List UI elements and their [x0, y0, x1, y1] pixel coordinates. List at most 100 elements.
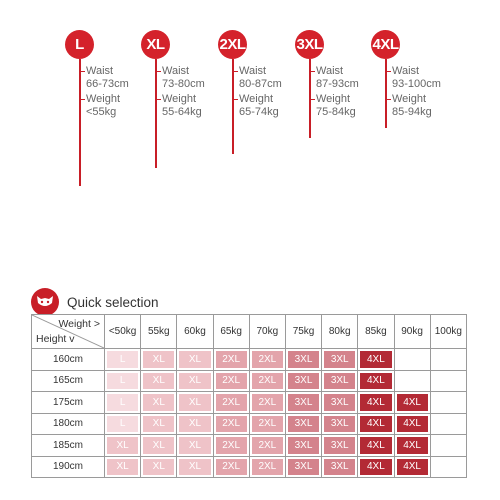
- quick-selection-table: Weight > Height v <50kg 55kg 60kg 65kg 7…: [31, 314, 468, 478]
- size-cell: XL: [140, 391, 178, 414]
- size-cell: 3XL: [284, 434, 323, 457]
- size-cell: 3XL: [284, 391, 323, 414]
- size-cell-label: 3XL: [287, 437, 320, 454]
- table-row: 180cm L XL XL 2XL 2XL 3XL 3XL 4XL 4XL: [31, 412, 468, 435]
- size-cell: L: [103, 348, 142, 371]
- size-cell-label: 2XL: [251, 458, 283, 475]
- cat-logo-icon: [31, 288, 59, 316]
- weight-header: 90kg: [393, 314, 431, 349]
- size-cell: [429, 369, 468, 392]
- size-cell-label: XL: [107, 437, 139, 454]
- size-cell: XL: [176, 348, 214, 371]
- weight-title: Weight: [86, 93, 121, 105]
- size-cell-label: XL: [179, 437, 211, 454]
- size-cell-label: 4XL: [360, 372, 392, 389]
- height-label: 180cm: [31, 412, 105, 435]
- waist-title: Waist: [239, 65, 267, 77]
- size-cell: 3XL: [321, 348, 359, 371]
- size-cell-label: 4XL: [396, 415, 428, 432]
- size-info: Waist 93-100cm Weight 85-94kg: [371, 65, 441, 118]
- size-cell-label: L: [107, 415, 139, 432]
- size-stem: [232, 59, 234, 154]
- size-cell: 3XL: [284, 412, 323, 435]
- size-cell: 2XL: [212, 455, 250, 478]
- size-cell: 2XL: [248, 369, 286, 392]
- size-cell-label: XL: [143, 372, 175, 389]
- size-cell: XL: [176, 412, 214, 435]
- size-cell: 4XL: [393, 455, 431, 478]
- size-cell: XL: [140, 455, 178, 478]
- size-cell: 3XL: [321, 412, 359, 435]
- size-cell: 3XL: [321, 434, 359, 457]
- size-cell: XL: [140, 369, 178, 392]
- size-info: Waist 73-80cm Weight 55-64kg: [141, 65, 205, 118]
- size-stem: [309, 59, 311, 138]
- size-cell: XL: [140, 412, 178, 435]
- weight-header: 85kg: [357, 314, 395, 349]
- height-label: 185cm: [31, 434, 105, 457]
- size-cell-label: 4XL: [360, 437, 392, 454]
- size-cell-label: 3XL: [324, 415, 356, 432]
- size-cell-label: 2XL: [215, 351, 247, 368]
- size-cell: 4XL: [357, 412, 395, 435]
- size-cell: [429, 412, 468, 435]
- table-row: 185cm XL XL XL 2XL 2XL 3XL 3XL 4XL 4XL: [31, 434, 468, 457]
- weight-value: 65-74kg: [239, 105, 279, 118]
- size-cell-label: L: [107, 394, 139, 411]
- size-cell: 2XL: [248, 412, 286, 435]
- size-cell-label: 2XL: [251, 415, 283, 432]
- weight-header: 60kg: [176, 314, 214, 349]
- table-row: 165cm L XL XL 2XL 2XL 3XL 3XL 4XL: [31, 369, 468, 392]
- size-cell-label: 4XL: [396, 437, 428, 454]
- size-cell: 4XL: [357, 391, 395, 414]
- size-cell-label: 3XL: [287, 372, 320, 389]
- size-badge: 3XL: [295, 30, 324, 59]
- weight-header: 75kg: [284, 314, 323, 349]
- size-cell-label: XL: [179, 415, 211, 432]
- size-cell: XL: [140, 348, 178, 371]
- size-cell-label: 4XL: [396, 394, 428, 411]
- weight-title: Weight: [239, 93, 274, 105]
- size-cell-label: 3XL: [324, 372, 356, 389]
- size-cell: XL: [176, 391, 214, 414]
- size-column-4xl: 4XL Waist 93-100cm Weight 85-94kg: [371, 0, 447, 190]
- size-cell: 4XL: [357, 369, 395, 392]
- size-column-2xl: 2XL Waist 80-87cm Weight 65-74kg: [218, 0, 294, 190]
- size-cell-label: 2XL: [215, 458, 247, 475]
- weight-value: 55-64kg: [162, 105, 202, 118]
- size-cell: 3XL: [284, 348, 323, 371]
- size-cell-label: XL: [143, 394, 175, 411]
- size-column-l: L Waist 66-73cm Weight <55kg: [65, 0, 141, 190]
- size-cell-label: XL: [179, 394, 211, 411]
- size-badge: L: [65, 30, 94, 59]
- size-info: Waist 80-87cm Weight 65-74kg: [218, 65, 282, 118]
- size-cell: 4XL: [357, 455, 395, 478]
- size-badge: 4XL: [371, 30, 400, 59]
- height-label: 160cm: [31, 348, 105, 371]
- size-cell: 3XL: [321, 369, 359, 392]
- waist-value: 93-100cm: [392, 77, 441, 90]
- size-cell: 4XL: [357, 348, 395, 371]
- waist-title: Waist: [162, 65, 190, 77]
- weight-title: Weight: [162, 93, 197, 105]
- size-cell: XL: [103, 455, 142, 478]
- size-cell: 4XL: [393, 434, 431, 457]
- size-info: Waist 66-73cm Weight <55kg: [65, 65, 129, 118]
- size-stem: [155, 59, 157, 168]
- size-cell: [393, 369, 431, 392]
- size-cell-label: L: [107, 372, 139, 389]
- size-cell-label: XL: [143, 351, 175, 368]
- waist-value: 66-73cm: [86, 77, 129, 90]
- size-cell: 2XL: [212, 348, 250, 371]
- size-cell-label: 3XL: [287, 394, 320, 411]
- size-cell: [429, 391, 468, 414]
- size-cell: 3XL: [284, 455, 323, 478]
- size-cell-label: XL: [143, 458, 175, 475]
- size-cell: XL: [103, 434, 142, 457]
- size-cell: 4XL: [393, 391, 431, 414]
- waist-value: 73-80cm: [162, 77, 205, 90]
- size-cell-label: 3XL: [324, 351, 356, 368]
- size-cell: 2XL: [212, 369, 250, 392]
- size-column-xl: XL Waist 73-80cm Weight 55-64kg: [141, 0, 217, 190]
- waist-value: 87-93cm: [316, 77, 359, 90]
